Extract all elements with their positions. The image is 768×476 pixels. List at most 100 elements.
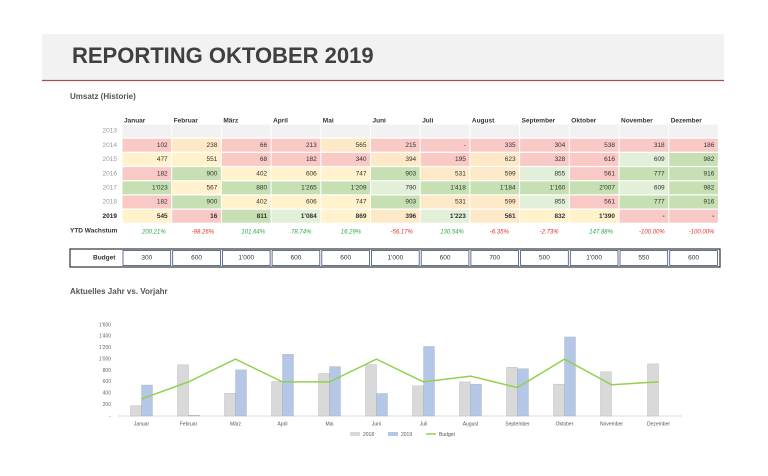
- cell: 182: [157, 199, 168, 206]
- bar: [141, 384, 153, 417]
- cell: 2'007: [599, 185, 615, 192]
- cell: 1'184: [500, 185, 516, 192]
- cell: 903: [405, 170, 416, 177]
- ytd-value: 130.54%: [440, 230, 464, 236]
- cell: 328: [554, 156, 565, 163]
- cell-bg: [669, 124, 718, 138]
- cell: 1'209: [351, 185, 367, 192]
- cell-bg: [172, 124, 221, 138]
- budget-value: 600: [688, 255, 699, 262]
- cell-bg: [619, 181, 669, 195]
- cell-bg: [221, 138, 271, 152]
- ytd-value: 200.21%: [141, 230, 166, 236]
- table-title: Umsatz (Historie): [70, 92, 136, 101]
- cell: 609: [654, 185, 665, 192]
- cell: 1'084: [301, 213, 317, 220]
- cell: 982: [704, 185, 715, 192]
- bar: [564, 336, 576, 417]
- cell-bg: [122, 195, 172, 209]
- x-tick-label: November: [600, 421, 623, 427]
- x-tick-label: Juli: [420, 421, 428, 427]
- legend-swatch: [350, 432, 360, 436]
- cell-bg: [470, 152, 520, 166]
- cell-bg: [669, 152, 718, 166]
- x-tick-label: April: [277, 421, 287, 427]
- cell-bg: [122, 138, 172, 152]
- cell-bg: [321, 181, 370, 195]
- budget-value: 600: [440, 255, 451, 262]
- header-band: [42, 34, 724, 80]
- cell-bg: [470, 167, 520, 181]
- x-tick-label: Januar: [134, 421, 150, 427]
- cell: 855: [554, 199, 565, 206]
- ytd-value: -98.26%: [192, 230, 215, 236]
- ytd-value: 16.29%: [341, 230, 362, 236]
- cell: 599: [505, 170, 516, 177]
- cell: 182: [157, 170, 168, 177]
- budget-cell: [221, 250, 271, 266]
- cell: 916: [704, 170, 715, 177]
- ytd-value: -2.73%: [540, 230, 560, 236]
- cell-bg: [520, 167, 569, 181]
- cell-bg: [122, 209, 172, 223]
- cell-bg: [122, 167, 172, 181]
- row-label: 2015: [103, 156, 118, 163]
- budget-label: Budget: [93, 255, 116, 262]
- cell-bg: [371, 209, 420, 223]
- cell: 402: [256, 170, 267, 177]
- cell: 335: [505, 142, 516, 149]
- cell-bg: [371, 138, 420, 152]
- chart-title: Aktuelles Jahr vs. Vorjahr: [70, 287, 168, 296]
- cell: 182: [306, 156, 317, 163]
- column-header: Juni: [373, 118, 387, 125]
- budget-line: [141, 358, 659, 400]
- cell-bg: [669, 195, 718, 209]
- cell-bg: [470, 124, 520, 138]
- bar: [224, 392, 236, 417]
- cell: 1'418: [450, 185, 466, 192]
- y-tick-label: 600: [103, 379, 112, 385]
- column-header: Oktober: [571, 118, 596, 125]
- budget-value: 1'000: [387, 255, 403, 262]
- x-tick-label: September: [505, 421, 530, 427]
- bar: [470, 383, 482, 417]
- x-tick-label: Oktober: [556, 421, 574, 427]
- column-header: April: [273, 118, 288, 125]
- cell-bg: [271, 138, 321, 152]
- page-title: REPORTING OKTOBER 2019: [72, 43, 374, 68]
- cell: 477: [157, 156, 168, 163]
- cell-bg: [669, 167, 718, 181]
- cell: 606: [306, 170, 317, 177]
- cell: 561: [505, 213, 516, 220]
- budget-value: 700: [489, 255, 500, 262]
- budget-value: 1'000: [238, 255, 254, 262]
- cell-bg: [520, 181, 569, 195]
- cell-bg: [221, 152, 271, 166]
- budget-cell: [321, 250, 370, 266]
- x-tick-label: März: [230, 421, 242, 427]
- cell: 1'390: [599, 213, 615, 220]
- cell-bg: [520, 138, 569, 152]
- legend-label: 2018: [363, 432, 374, 438]
- cell-bg: [619, 152, 669, 166]
- cell-bg: [520, 209, 569, 223]
- bar: [177, 364, 189, 417]
- cell: 213: [306, 142, 317, 149]
- x-tick-label: Juni: [372, 421, 381, 427]
- cell-bg: [271, 152, 321, 166]
- bar: [130, 405, 142, 417]
- bar: [376, 393, 388, 417]
- cell-bg: [420, 195, 470, 209]
- cell: 747: [356, 199, 367, 206]
- x-tick-label: Mai: [325, 421, 333, 427]
- x-tick-label: August: [463, 421, 479, 427]
- budget-value: 500: [539, 255, 550, 262]
- cell-bg: [221, 209, 271, 223]
- column-header: Februar: [174, 118, 199, 125]
- y-tick-label: 1'000: [99, 356, 111, 362]
- budget-value: 600: [191, 255, 202, 262]
- budget-value: 1'000: [586, 255, 602, 262]
- cell-bg: [221, 124, 271, 138]
- cell-bg: [371, 181, 420, 195]
- cell-bg: [371, 152, 420, 166]
